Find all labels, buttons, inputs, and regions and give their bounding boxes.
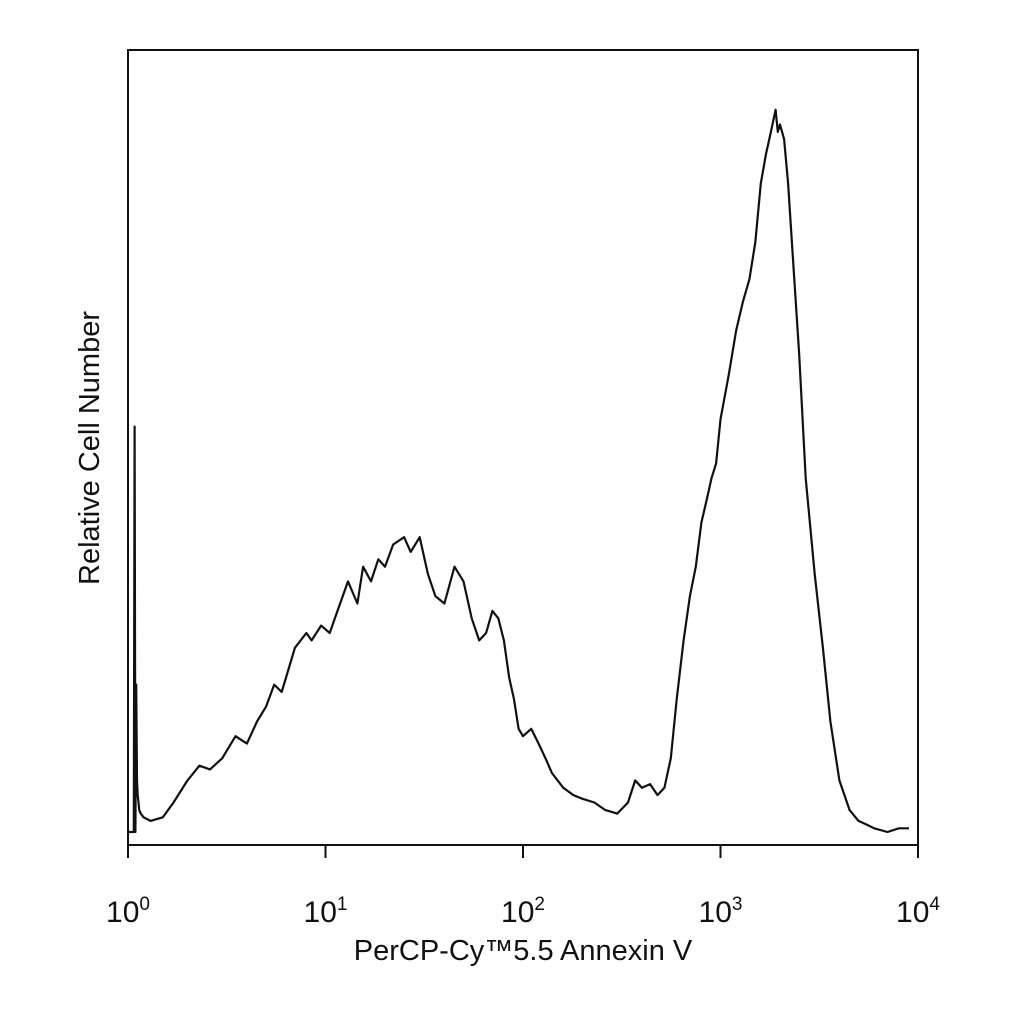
- x-tick-label: 100: [106, 894, 150, 929]
- y-axis-title: Relative Cell Number: [74, 311, 106, 585]
- plot-frame: [127, 49, 919, 846]
- series-line: [128, 108, 909, 834]
- x-tick-label: 104: [896, 894, 940, 929]
- x-tick-label: 101: [304, 894, 348, 929]
- x-tick-label: 103: [699, 894, 743, 929]
- x-axis-ticks: 100 101 102 103 104: [106, 845, 940, 929]
- x-axis-title: PerCP-Cy™5.5 Annexin V: [354, 935, 693, 967]
- x-tick-label: 102: [501, 894, 545, 929]
